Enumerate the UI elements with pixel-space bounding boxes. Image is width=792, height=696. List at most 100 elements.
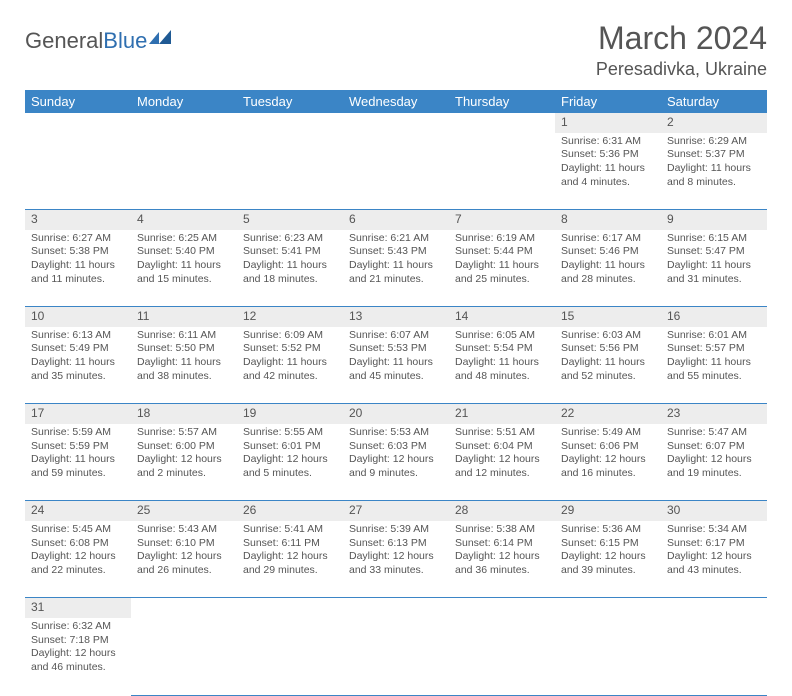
day-content: Sunrise: 5:43 AMSunset: 6:10 PMDaylight:…: [131, 521, 237, 598]
day-content: [237, 133, 343, 210]
sunrise: Sunrise: 6:19 AM: [455, 232, 549, 246]
daylight-2: and 28 minutes.: [561, 273, 655, 287]
day-number: [237, 113, 343, 133]
day-number: 13: [343, 307, 449, 327]
day-number: 18: [131, 404, 237, 424]
day-number: 5: [237, 210, 343, 230]
day-content: [449, 133, 555, 210]
day-content: [25, 133, 131, 210]
col-monday: Monday: [131, 90, 237, 113]
daylight-2: and 15 minutes.: [137, 273, 231, 287]
sunrise: Sunrise: 5:36 AM: [561, 523, 655, 537]
sunset: Sunset: 6:13 PM: [349, 537, 443, 551]
sunrise: Sunrise: 6:07 AM: [349, 329, 443, 343]
daylight-1: Daylight: 11 hours: [455, 259, 549, 273]
sunset: Sunset: 6:15 PM: [561, 537, 655, 551]
daylight-2: and 48 minutes.: [455, 370, 549, 384]
day-number: 22: [555, 404, 661, 424]
day-number: 31: [25, 598, 131, 618]
day-number: [555, 598, 661, 618]
sunset: Sunset: 5:36 PM: [561, 148, 655, 162]
day-number: 19: [237, 404, 343, 424]
sunrise: Sunrise: 6:29 AM: [667, 135, 761, 149]
day-content: Sunrise: 6:21 AMSunset: 5:43 PMDaylight:…: [343, 230, 449, 307]
day-number: 6: [343, 210, 449, 230]
col-saturday: Saturday: [661, 90, 767, 113]
daylight-2: and 12 minutes.: [455, 467, 549, 481]
day-content: Sunrise: 5:41 AMSunset: 6:11 PMDaylight:…: [237, 521, 343, 598]
day-content: Sunrise: 6:13 AMSunset: 5:49 PMDaylight:…: [25, 327, 131, 404]
day-content: Sunrise: 6:32 AMSunset: 7:18 PMDaylight:…: [25, 618, 131, 695]
day-content: Sunrise: 5:47 AMSunset: 6:07 PMDaylight:…: [661, 424, 767, 501]
day-number: 9: [661, 210, 767, 230]
daylight-1: Daylight: 12 hours: [667, 453, 761, 467]
daylight-2: and 45 minutes.: [349, 370, 443, 384]
day-number: 2: [661, 113, 767, 133]
daylight-1: Daylight: 11 hours: [561, 162, 655, 176]
daylight-2: and 19 minutes.: [667, 467, 761, 481]
sunrise: Sunrise: 5:55 AM: [243, 426, 337, 440]
daylight-2: and 36 minutes.: [455, 564, 549, 578]
content-row: Sunrise: 6:32 AMSunset: 7:18 PMDaylight:…: [25, 618, 767, 695]
sunset: Sunset: 5:44 PM: [455, 245, 549, 259]
daynum-row: 10111213141516: [25, 307, 767, 327]
sunrise: Sunrise: 5:34 AM: [667, 523, 761, 537]
day-content: [661, 618, 767, 695]
sunset: Sunset: 6:06 PM: [561, 440, 655, 454]
flag-icon: [149, 28, 175, 54]
daylight-2: and 38 minutes.: [137, 370, 231, 384]
daylight-1: Daylight: 11 hours: [561, 356, 655, 370]
day-number: 16: [661, 307, 767, 327]
sunset: Sunset: 5:54 PM: [455, 342, 549, 356]
col-sunday: Sunday: [25, 90, 131, 113]
sunrise: Sunrise: 5:59 AM: [31, 426, 125, 440]
day-content: [555, 618, 661, 695]
day-content: Sunrise: 5:55 AMSunset: 6:01 PMDaylight:…: [237, 424, 343, 501]
daylight-2: and 26 minutes.: [137, 564, 231, 578]
daylight-1: Daylight: 11 hours: [31, 453, 125, 467]
sunrise: Sunrise: 5:51 AM: [455, 426, 549, 440]
sunrise: Sunrise: 5:47 AM: [667, 426, 761, 440]
day-content: Sunrise: 5:59 AMSunset: 5:59 PMDaylight:…: [25, 424, 131, 501]
day-number: 1: [555, 113, 661, 133]
daylight-1: Daylight: 11 hours: [31, 356, 125, 370]
day-number: [343, 598, 449, 618]
sunset: Sunset: 6:10 PM: [137, 537, 231, 551]
day-number: 4: [131, 210, 237, 230]
daylight-1: Daylight: 12 hours: [455, 453, 549, 467]
col-tuesday: Tuesday: [237, 90, 343, 113]
day-content: Sunrise: 6:17 AMSunset: 5:46 PMDaylight:…: [555, 230, 661, 307]
daylight-2: and 18 minutes.: [243, 273, 337, 287]
day-content: Sunrise: 5:45 AMSunset: 6:08 PMDaylight:…: [25, 521, 131, 598]
daylight-2: and 9 minutes.: [349, 467, 443, 481]
daylight-2: and 55 minutes.: [667, 370, 761, 384]
sunset: Sunset: 6:17 PM: [667, 537, 761, 551]
daylight-2: and 29 minutes.: [243, 564, 337, 578]
daylight-1: Daylight: 11 hours: [31, 259, 125, 273]
day-number: 17: [25, 404, 131, 424]
day-content: Sunrise: 6:09 AMSunset: 5:52 PMDaylight:…: [237, 327, 343, 404]
daylight-1: Daylight: 12 hours: [31, 550, 125, 564]
sunset: Sunset: 6:07 PM: [667, 440, 761, 454]
sunset: Sunset: 5:38 PM: [31, 245, 125, 259]
daylight-1: Daylight: 12 hours: [349, 550, 443, 564]
daynum-row: 31: [25, 598, 767, 618]
day-number: 28: [449, 501, 555, 521]
day-content: [449, 618, 555, 695]
day-content: [131, 618, 237, 695]
sunset: Sunset: 5:46 PM: [561, 245, 655, 259]
daynum-row: 12: [25, 113, 767, 133]
daylight-1: Daylight: 12 hours: [137, 550, 231, 564]
daylight-1: Daylight: 12 hours: [561, 453, 655, 467]
day-content: [237, 618, 343, 695]
col-friday: Friday: [555, 90, 661, 113]
daynum-row: 24252627282930: [25, 501, 767, 521]
daylight-1: Daylight: 11 hours: [667, 356, 761, 370]
sunrise: Sunrise: 5:41 AM: [243, 523, 337, 537]
daylight-1: Daylight: 12 hours: [349, 453, 443, 467]
sunrise: Sunrise: 6:13 AM: [31, 329, 125, 343]
day-content: Sunrise: 6:19 AMSunset: 5:44 PMDaylight:…: [449, 230, 555, 307]
day-number: 12: [237, 307, 343, 327]
daylight-1: Daylight: 11 hours: [667, 162, 761, 176]
sunrise: Sunrise: 6:21 AM: [349, 232, 443, 246]
